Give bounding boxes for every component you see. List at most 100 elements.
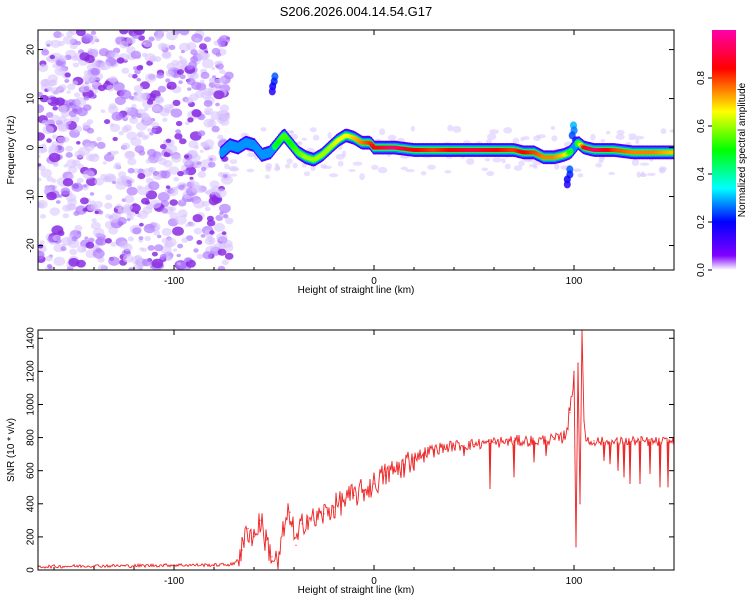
noise-speckle — [137, 173, 146, 180]
snr-point — [453, 445, 455, 447]
noise-speckle — [158, 157, 168, 166]
noise-speckle — [199, 43, 207, 50]
snr-y-label: SNR (10 * v/v) — [6, 418, 17, 482]
noise-speckle — [76, 177, 84, 184]
noise-speckle — [114, 150, 119, 155]
noise-speckle — [215, 52, 222, 57]
noise-speckle — [118, 240, 129, 249]
noise-speckle — [125, 151, 135, 158]
noise-speckle — [60, 246, 67, 252]
noise-speckle — [126, 131, 138, 141]
noise-speckle — [126, 36, 135, 44]
noise-speckle — [148, 181, 160, 191]
noise-speckle — [219, 118, 230, 126]
snr-point — [247, 528, 249, 530]
noise-speckle — [74, 224, 83, 232]
noise-speckle — [108, 256, 120, 266]
colorbar: 0.0 0.2 0.4 0.6 0.8 Normalized spectral ampl… — [696, 30, 748, 277]
noise-speckle — [40, 63, 46, 68]
noise-speckle — [127, 236, 135, 242]
noise-speckle — [520, 136, 525, 142]
noise-speckle — [51, 114, 60, 122]
noise-speckle — [200, 71, 210, 79]
noise-speckle — [405, 169, 415, 173]
noise-speckle — [224, 163, 230, 170]
noise-speckle — [84, 236, 89, 240]
y-tick-label: 800 — [26, 429, 37, 446]
snr-point — [569, 412, 571, 414]
noise-speckle — [222, 239, 233, 248]
snr-point — [573, 370, 575, 372]
noise-speckle — [202, 251, 213, 260]
noise-speckle — [215, 102, 220, 107]
noise-speckle — [225, 217, 234, 225]
colorbar-tick-label: 0.4 — [696, 167, 707, 181]
noise-speckle — [104, 202, 113, 209]
noise-speckle — [192, 214, 203, 223]
y-tick-label: 200 — [26, 528, 37, 545]
colorbar-tick-label: 0.2 — [696, 215, 707, 229]
noise-speckle — [72, 62, 80, 68]
noise-speckle — [68, 110, 77, 118]
noise-speckle — [172, 248, 178, 252]
noise-speckle — [45, 255, 53, 262]
noise-speckle — [219, 203, 231, 214]
noise-speckle — [142, 258, 152, 267]
noise-speckle — [66, 90, 71, 94]
noise-speckle — [41, 120, 48, 125]
noise-speckle — [371, 164, 379, 170]
y-tick-label: 600 — [26, 462, 37, 479]
noise-speckle — [82, 169, 95, 180]
noise-speckle — [112, 180, 117, 185]
noise-speckle — [126, 186, 138, 196]
noise-speckle — [141, 41, 146, 45]
noise-speckle — [523, 136, 530, 140]
noise-speckle — [137, 186, 149, 196]
noise-speckle — [124, 115, 129, 119]
noise-speckle — [134, 254, 143, 261]
snr-point — [289, 511, 291, 513]
noise-speckle — [39, 240, 45, 245]
noise-speckle — [46, 191, 57, 201]
noise-speckle — [444, 170, 452, 174]
noise-speckle — [67, 173, 75, 180]
noise-speckle — [533, 164, 538, 169]
y-tick-label: 1400 — [26, 327, 37, 350]
noise-speckle — [550, 126, 556, 130]
noise-speckle — [83, 70, 91, 76]
noise-speckle — [90, 67, 101, 76]
noise-speckle — [186, 77, 196, 86]
noise-speckle — [89, 192, 95, 196]
ridge-mark — [670, 150, 674, 155]
noise-speckle — [484, 157, 491, 162]
noise-speckle — [94, 177, 104, 186]
noise-speckle — [51, 134, 58, 140]
noise-speckle — [105, 194, 113, 201]
noise-speckle — [203, 36, 212, 43]
noise-speckle — [178, 55, 183, 60]
snr-frame — [37, 329, 675, 571]
noise-speckle — [151, 128, 157, 133]
noise-speckle — [171, 189, 176, 194]
noise-speckle — [119, 89, 132, 100]
noise-speckle — [165, 138, 172, 143]
noise-speckle — [82, 122, 91, 129]
noise-speckle — [38, 177, 42, 182]
colorbar-ticks: 0.0 0.2 0.4 0.6 0.8 — [696, 71, 712, 277]
snr-point — [295, 544, 297, 546]
noise-speckle — [81, 33, 94, 43]
noise-speckle — [135, 121, 148, 131]
noise-speckle — [177, 243, 184, 249]
noise-speckle — [165, 256, 173, 262]
noise-speckle — [201, 166, 207, 172]
colorbar-tick-label: 0.8 — [696, 71, 707, 85]
noise-speckle — [92, 48, 99, 54]
noise-speckle — [136, 213, 142, 218]
snr-point — [393, 470, 395, 472]
noise-speckle — [155, 95, 164, 103]
noise-speckle — [38, 165, 46, 171]
noise-speckle — [120, 175, 128, 181]
noise-speckle — [65, 152, 73, 158]
noise-speckle — [486, 170, 495, 177]
